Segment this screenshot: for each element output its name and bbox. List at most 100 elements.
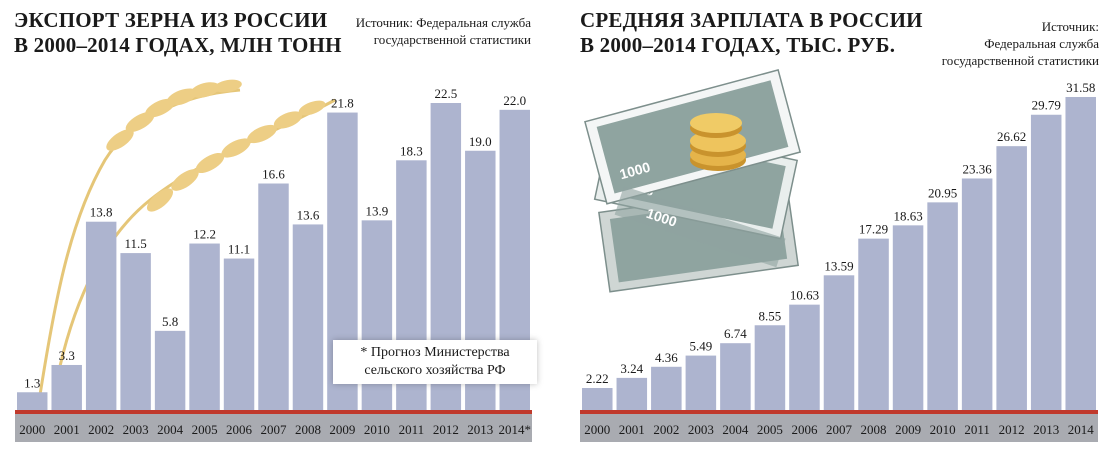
grain-export-value-label: 13.8 xyxy=(90,205,113,220)
average-salary-value-label: 18.63 xyxy=(893,208,922,223)
grain-export-year-label: 2007 xyxy=(261,422,288,437)
average-salary-year-label: 2003 xyxy=(688,422,714,437)
average-salary-bar-2004 xyxy=(720,343,751,410)
average-salary-value-label: 2.22 xyxy=(586,371,609,386)
average-salary-bar-2000 xyxy=(582,387,613,410)
grain-export-value-label: 11.5 xyxy=(124,236,146,251)
grain-export-year-label: 2006 xyxy=(226,422,253,437)
grain-export-value-label: 22.5 xyxy=(434,86,457,101)
average-salary-bar-2010 xyxy=(927,202,958,410)
average-salary-year-label: 2006 xyxy=(791,422,818,437)
average-salary-year-label: 2009 xyxy=(895,422,921,437)
average-salary-title: СРЕДНЯЯ ЗАРПЛАТА В РОССИИ В 2000–2014 ГО… xyxy=(580,8,923,58)
average-salary-year-label: 2012 xyxy=(999,422,1025,437)
average-salary-bar-2007 xyxy=(823,275,855,410)
grain-export-value-label: 22.0 xyxy=(503,93,526,108)
grain-export-year-label: 2003 xyxy=(123,422,149,437)
average-salary-bar-2011 xyxy=(961,178,993,410)
grain-export-source: Источник: Федеральная служба государстве… xyxy=(331,14,531,48)
forecast-note-line1: * Прогноз Министерства xyxy=(360,345,510,360)
average-salary-axis-band xyxy=(580,414,1098,442)
average-salary-value-label: 20.95 xyxy=(928,185,957,200)
grain-export-baseline xyxy=(15,410,532,414)
average-salary-bar-2001 xyxy=(616,377,648,410)
average-salary-title-line1: СРЕДНЯЯ ЗАРПЛАТА В РОССИИ xyxy=(580,8,923,32)
grain-export-value-label: 18.3 xyxy=(400,143,423,158)
average-salary-source-line3: государственной статистики xyxy=(941,53,1099,68)
grain-export-chart: 1.3 3.3 13.8 11.5 5.8 12.2 11.1 16.6 13.6 21.8 13.… xyxy=(15,79,532,442)
average-salary-bar-2012 xyxy=(996,146,1027,411)
grain-export-value-label: 11.1 xyxy=(228,242,250,257)
average-salary-bar-2014 xyxy=(1065,97,1096,410)
grain-export-value-label: 21.8 xyxy=(331,96,354,111)
average-salary-value-label: 26.62 xyxy=(997,129,1026,144)
average-salary-value-label: 6.74 xyxy=(724,326,747,341)
grain-export-year-label: 2005 xyxy=(192,422,218,437)
average-salary-year-label: 2010 xyxy=(930,422,956,437)
average-salary-panel: 1000 1000 1000 2.22 3.24 4.36 5.49 6.74 8.55 1… xyxy=(568,0,1113,455)
average-salary-year-label: 2000 xyxy=(584,422,610,437)
grain-export-year-label: 2008 xyxy=(295,422,321,437)
grain-export-year-label: 2010 xyxy=(364,422,390,437)
average-salary-x-axis: 2000 2001 2002 2003 2004 2005 2006 2007 2008 2009… xyxy=(580,410,1098,442)
average-salary-year-label: 2002 xyxy=(653,422,679,437)
grain-export-year-label: 2001 xyxy=(54,422,80,437)
grain-export-year-label: 2009 xyxy=(329,422,355,437)
grain-export-bar-2006 xyxy=(223,258,255,410)
grain-export-bar-2007 xyxy=(258,183,289,410)
grain-export-axis-band xyxy=(15,414,532,442)
grain-export-bar-2003 xyxy=(120,253,151,410)
average-salary-title-line2: В 2000–2014 ГОДАХ, ТЫС. РУБ. xyxy=(580,33,896,57)
average-salary-bar-2009 xyxy=(892,225,924,410)
grain-export-value-label: 13.6 xyxy=(297,207,320,222)
average-salary-year-label: 2013 xyxy=(1033,422,1059,437)
average-salary-year-label: 2014 xyxy=(1068,422,1095,437)
average-salary-year-label: 2007 xyxy=(826,422,853,437)
grain-export-source-line2: государственной статистики xyxy=(373,32,531,47)
average-salary-value-label: 23.36 xyxy=(963,161,993,176)
grain-export-title: ЭКСПОРТ ЗЕРНА ИЗ РОССИИ В 2000–2014 ГОДА… xyxy=(14,8,342,58)
grain-export-bar-2000 xyxy=(17,392,48,410)
grain-export-value-label: 12.2 xyxy=(193,227,216,242)
grain-export-year-label: 2000 xyxy=(19,422,45,437)
forecast-note-line2: сельского хозяйства РФ xyxy=(364,363,506,378)
average-salary-source: Источник: Федеральная служба государстве… xyxy=(899,18,1099,69)
average-salary-value-label: 8.55 xyxy=(759,308,782,323)
grain-export-value-label: 19.0 xyxy=(469,134,492,149)
average-salary-bar-2008 xyxy=(858,238,889,410)
grain-export-bar-2008 xyxy=(292,224,324,410)
average-salary-value-label: 31.58 xyxy=(1066,80,1095,95)
average-salary-year-label: 2008 xyxy=(861,422,887,437)
average-salary-bar-2005 xyxy=(754,325,786,410)
money-illustration: 1000 1000 1000 xyxy=(584,69,802,293)
average-salary-year-label: 2005 xyxy=(757,422,783,437)
grain-export-value-label: 1.3 xyxy=(24,375,40,390)
average-salary-chart: 1000 1000 1000 2.22 3.24 4.36 5.49 6.74 8.55 1… xyxy=(580,69,1098,442)
grain-export-title-line2: В 2000–2014 ГОДАХ, МЛН ТОНН xyxy=(14,33,342,57)
grain-export-bar-2002 xyxy=(85,221,117,410)
average-salary-value-label: 4.36 xyxy=(655,350,678,365)
coins xyxy=(690,113,746,171)
wheat-illustration xyxy=(38,79,336,396)
average-salary-baseline xyxy=(580,410,1098,414)
average-salary-year-label: 2001 xyxy=(619,422,645,437)
average-salary-value-label: 29.79 xyxy=(1032,98,1061,113)
average-salary-year-label: 2011 xyxy=(964,422,990,437)
grain-export-bar-2001 xyxy=(51,364,82,410)
average-salary-bar-2006 xyxy=(789,304,820,410)
average-salary-value-label: 13.59 xyxy=(824,258,853,273)
forecast-note: * Прогноз Министерства сельского хозяйст… xyxy=(333,340,537,384)
average-salary-value-label: 10.63 xyxy=(790,288,819,303)
average-salary-source-line2: Федеральная служба xyxy=(984,36,1099,51)
grain-export-year-label: 2013 xyxy=(467,422,493,437)
grain-export-bar-2005 xyxy=(189,243,220,410)
grain-export-panel: 1.3 3.3 13.8 11.5 5.8 12.2 11.1 16.6 13.6 21.8 13.… xyxy=(0,0,545,455)
average-salary-value-label: 5.49 xyxy=(689,339,712,354)
grain-export-bar-2004 xyxy=(154,330,186,410)
grain-export-year-label: 2004 xyxy=(157,422,184,437)
grain-export-value-label: 3.3 xyxy=(59,348,75,363)
average-salary-value-label: 3.24 xyxy=(620,361,643,376)
grain-export-title-line1: ЭКСПОРТ ЗЕРНА ИЗ РОССИИ xyxy=(14,8,328,32)
grain-export-x-axis: 2000 2001 2002 2003 2004 2005 2006 2007 2008 2009… xyxy=(15,410,532,442)
average-salary-bar-2003 xyxy=(685,355,717,410)
